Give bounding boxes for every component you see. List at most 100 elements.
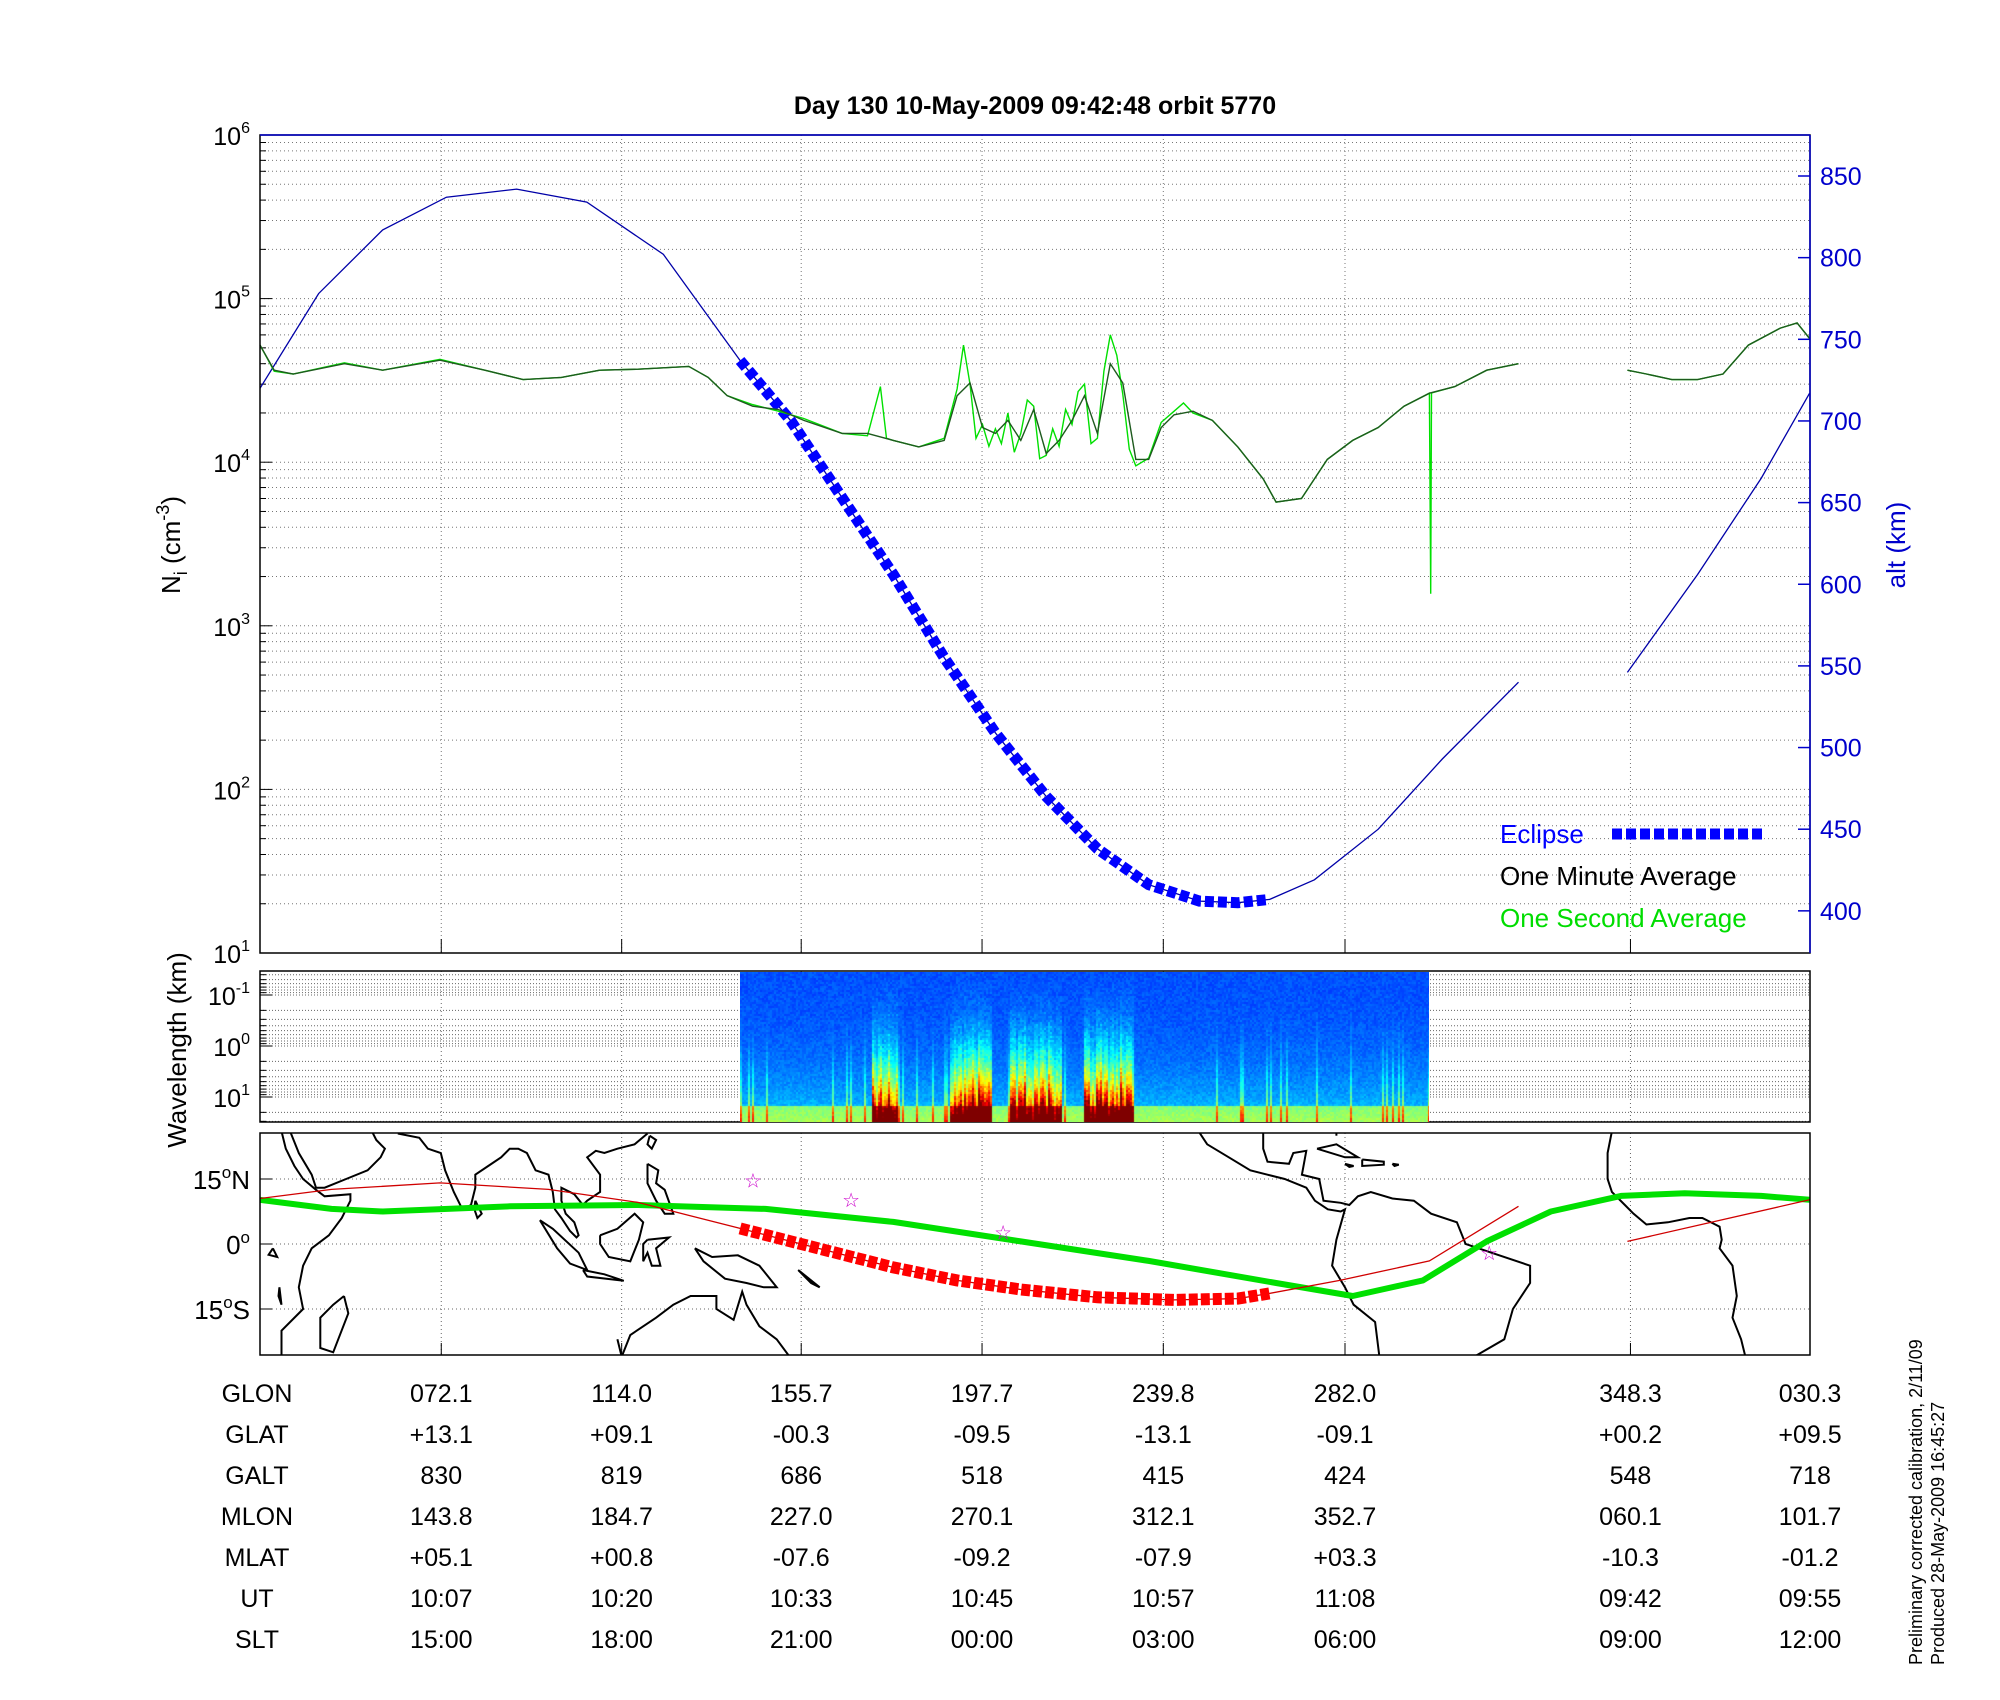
- y-tick-label: 104: [213, 447, 250, 478]
- row-label-mlon: MLON: [221, 1503, 293, 1531]
- table-cell: +09.1: [590, 1421, 653, 1449]
- degree-symbol: o: [222, 1163, 231, 1182]
- map-content: ☆ ☆ ☆ ☆: [260, 1133, 1810, 1355]
- table-cell: 227.0: [770, 1503, 833, 1531]
- coastline: [599, 1212, 645, 1263]
- table-cell: +00.2: [1599, 1421, 1662, 1449]
- table-cell: 10:33: [770, 1585, 833, 1613]
- coastline: [266, 1247, 280, 1259]
- table-cell: 21:00: [770, 1626, 833, 1654]
- tick-base: 10: [213, 614, 241, 642]
- tick-exponent: 3: [241, 611, 250, 628]
- y2-tick-label: 800: [1820, 245, 1862, 273]
- table-cell: 415: [1142, 1462, 1184, 1490]
- chart-title: Day 130 10-May-2009 09:42:48 orbit 5770: [794, 92, 1276, 120]
- y-tick-label: 10-1: [208, 980, 250, 1011]
- y2-tick-label: 500: [1820, 735, 1862, 763]
- table-cell: 072.1: [410, 1380, 473, 1408]
- table-cell: -07.9: [1135, 1544, 1192, 1572]
- coastline: [642, 1236, 673, 1267]
- red-reference-line: [1627, 1199, 1810, 1243]
- degree-symbol: o: [223, 1293, 232, 1312]
- table-cell: +05.1: [410, 1544, 473, 1572]
- one-minute-average-line: [259, 344, 1519, 503]
- table-cell: 15:00: [410, 1626, 473, 1654]
- coastline: [277, 1287, 283, 1306]
- table-cell: 518: [961, 1462, 1003, 1490]
- one-second-average-line: [259, 334, 1519, 594]
- table-cell: 143.8: [410, 1503, 473, 1531]
- tick-base: 10: [213, 287, 241, 315]
- coastline: [646, 1162, 675, 1215]
- table-cell: -09.2: [954, 1544, 1011, 1572]
- coastline: [1316, 1143, 1362, 1159]
- row-label-slt: SLT: [235, 1626, 279, 1654]
- coastline: [1606, 1133, 1747, 1355]
- legend-one-minute-label: One Minute Average: [1500, 861, 1737, 891]
- spectrogram-axes-frame: [259, 970, 1811, 1123]
- y2-tick-label: 550: [1820, 653, 1862, 681]
- map-axes-frame: [259, 1132, 1811, 1356]
- tick-exponent: 4: [241, 447, 250, 464]
- y2-tick-label: 850: [1820, 163, 1862, 191]
- y2-tick-label: 750: [1820, 326, 1862, 354]
- table-cell: 060.1: [1599, 1503, 1662, 1531]
- table-cell: 686: [780, 1462, 822, 1490]
- table-cell: 155.7: [770, 1380, 833, 1408]
- table-cell: 09:00: [1599, 1626, 1662, 1654]
- coastline: [289, 1133, 387, 1189]
- coastline: [319, 1295, 350, 1354]
- tick-exponent: -1: [236, 980, 250, 997]
- table-cell: -07.6: [773, 1544, 830, 1572]
- y2-tick-label: 450: [1820, 816, 1862, 844]
- table-cell: 12:00: [1779, 1626, 1842, 1654]
- row-label-mlat: MLAT: [225, 1544, 290, 1572]
- table-cell: 114.0: [591, 1380, 652, 1408]
- table-cell: 030.3: [1779, 1380, 1842, 1408]
- red-reference-line: [260, 1182, 1519, 1301]
- lat-value: 15: [193, 1165, 222, 1195]
- table-cell: +13.1: [410, 1421, 473, 1449]
- tick-base: 10: [213, 450, 241, 478]
- row-label-ut: UT: [240, 1585, 273, 1613]
- table-cell: 10:07: [410, 1585, 473, 1613]
- table-cell: 312.1: [1132, 1503, 1195, 1531]
- coastline: [539, 1219, 590, 1272]
- table-cell: +09.5: [1778, 1421, 1841, 1449]
- tick-base: 10: [208, 983, 236, 1011]
- table-cell: 830: [420, 1462, 462, 1490]
- tick-base: 10: [213, 1085, 241, 1113]
- tick-exponent: 0: [241, 1031, 250, 1048]
- latitude-tick-label: 15oN: [193, 1163, 250, 1195]
- table-cell: 270.1: [951, 1503, 1014, 1531]
- table-cell: 11:08: [1315, 1585, 1376, 1613]
- tick-base: 10: [213, 123, 241, 151]
- table-cell: 06:00: [1314, 1626, 1377, 1654]
- table-cell: -09.5: [954, 1421, 1011, 1449]
- hemisphere: N: [231, 1165, 250, 1195]
- latitude-tick-label: 15oS: [194, 1293, 250, 1325]
- table-cell: 09:55: [1779, 1585, 1842, 1613]
- lat-value: 15: [194, 1295, 223, 1325]
- star-marker: ☆: [842, 1190, 860, 1212]
- table-cell: 548: [1610, 1462, 1652, 1490]
- tick-exponent: 1: [241, 1082, 250, 1099]
- lat-value: 0: [226, 1230, 240, 1260]
- y-tick-label: 103: [213, 611, 250, 642]
- coastline: [616, 1288, 790, 1355]
- legend-eclipse-label: Eclipse: [1500, 819, 1584, 849]
- table-cell: +03.3: [1313, 1544, 1376, 1572]
- coastline: [694, 1247, 779, 1289]
- coastline: [797, 1269, 821, 1289]
- footer-calibration-note: Preliminary corrected calibration, 2/11/…: [1906, 1339, 1926, 1665]
- spectrogram-image: [740, 972, 1430, 1122]
- table-cell: 424: [1324, 1462, 1366, 1490]
- one-second-average-line: [1627, 322, 1811, 381]
- y-tick-label: 100: [213, 1031, 250, 1062]
- y-tick-label: 102: [213, 774, 250, 805]
- table-cell: 09:42: [1599, 1585, 1662, 1613]
- table-cell: -01.2: [1782, 1544, 1839, 1572]
- coastline: [1262, 1133, 1532, 1355]
